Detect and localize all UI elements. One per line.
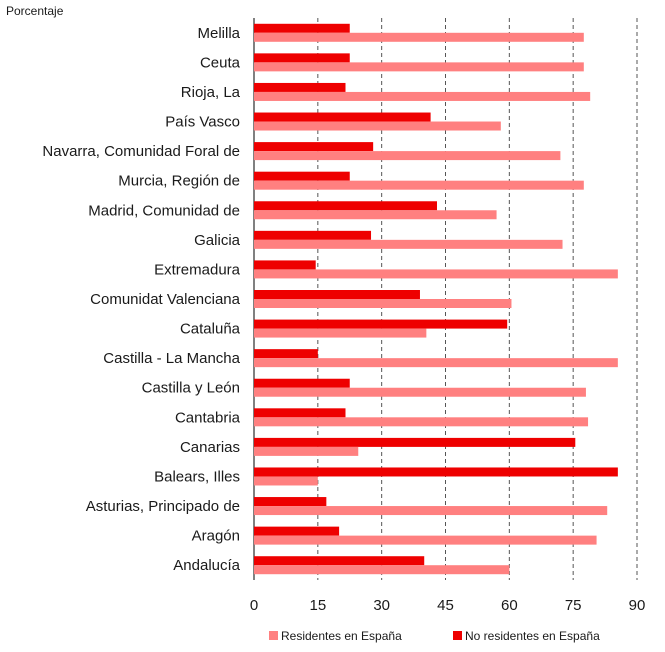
bar-residentes: [254, 565, 510, 575]
bar-residentes: [254, 387, 586, 397]
bar-no-residentes: [254, 408, 346, 418]
legend-swatch-no-residentes: [453, 631, 462, 640]
x-tick-label: 0: [250, 597, 258, 614]
legend: Residentes en España No residentes en Esp…: [269, 629, 600, 643]
legend-label-no-residentes: No residentes en España: [465, 629, 600, 643]
x-tick-label: 90: [629, 597, 646, 614]
bar-no-residentes: [254, 53, 350, 63]
bar-no-residentes: [254, 378, 350, 388]
category-label: Madrid, Comunidad de: [88, 202, 240, 219]
category-label: Extremadura: [154, 261, 241, 278]
bar-residentes: [254, 358, 618, 368]
x-tick-labels: 0 15 30 45 60 75 90: [250, 597, 646, 614]
bar-no-residentes: [254, 23, 350, 33]
category-label: Murcia, Región de: [118, 173, 240, 190]
bar-no-residentes: [254, 290, 420, 299]
bar-no-residentes: [254, 467, 618, 477]
category-label: Canarias: [180, 439, 240, 456]
bar-no-residentes: [254, 112, 431, 122]
bar-residentes: [254, 32, 584, 42]
category-label: Asturias, Principado de: [86, 498, 240, 515]
bar-residentes: [254, 239, 563, 249]
bar-residentes: [254, 210, 497, 220]
category-label: Ceuta: [200, 54, 241, 71]
category-label: Melilla: [197, 25, 240, 42]
x-tick-label: 30: [373, 597, 390, 614]
category-label: Castilla - La Mancha: [103, 350, 240, 367]
bar-no-residentes: [254, 142, 374, 152]
x-tick-label: 15: [309, 597, 326, 614]
bar-no-residentes: [254, 349, 318, 359]
bar-residentes: [254, 269, 618, 279]
bar-no-residentes: [254, 171, 350, 181]
category-label: País Vasco: [165, 114, 240, 131]
bar-residentes: [254, 151, 561, 161]
bar-residentes: [254, 121, 501, 131]
legend-label-residentes: Residentes en España: [281, 629, 402, 643]
bar-residentes: [254, 62, 584, 72]
category-label: Cataluña: [180, 321, 241, 338]
category-label: Castilla y León: [142, 380, 240, 397]
category-label: Andalucía: [173, 557, 240, 574]
bar-no-residentes: [254, 319, 508, 329]
bar-residentes: [254, 506, 608, 516]
legend-swatch-residentes: [269, 631, 278, 640]
bar-residentes: [254, 535, 597, 545]
unit-label: Porcentaje: [6, 4, 64, 18]
bar-residentes: [254, 299, 512, 308]
category-label: Cantabria: [175, 409, 241, 426]
bar-residentes: [254, 417, 589, 427]
bar-no-residentes: [254, 260, 316, 270]
bar-residentes: [254, 476, 318, 486]
bar-residentes: [254, 91, 591, 101]
category-labels: Melilla Ceuta Rioja, La País Vasco Navarra, …: [42, 25, 240, 574]
bar-residentes: [254, 180, 584, 190]
bars: [254, 23, 618, 575]
bar-no-residentes: [254, 230, 372, 240]
bar-no-residentes: [254, 526, 340, 536]
category-label: Navarra, Comunidad Foral de: [42, 143, 240, 160]
bar-no-residentes: [254, 497, 327, 507]
category-label: Balears, Illes: [154, 468, 240, 485]
x-tick-label: 45: [437, 597, 454, 614]
bar-no-residentes: [254, 201, 437, 211]
bar-no-residentes: [254, 437, 576, 447]
x-tick-label: 60: [501, 597, 518, 614]
bar-no-residentes: [254, 556, 425, 566]
bar-residentes: [254, 328, 427, 338]
bar-no-residentes: [254, 82, 346, 92]
category-label: Galicia: [194, 232, 241, 249]
category-label: Comunidat Valenciana: [90, 291, 240, 308]
bar-residentes: [254, 446, 359, 456]
x-tick-label: 75: [565, 597, 582, 614]
category-label: Aragón: [192, 528, 240, 545]
category-label: Rioja, La: [181, 84, 241, 101]
